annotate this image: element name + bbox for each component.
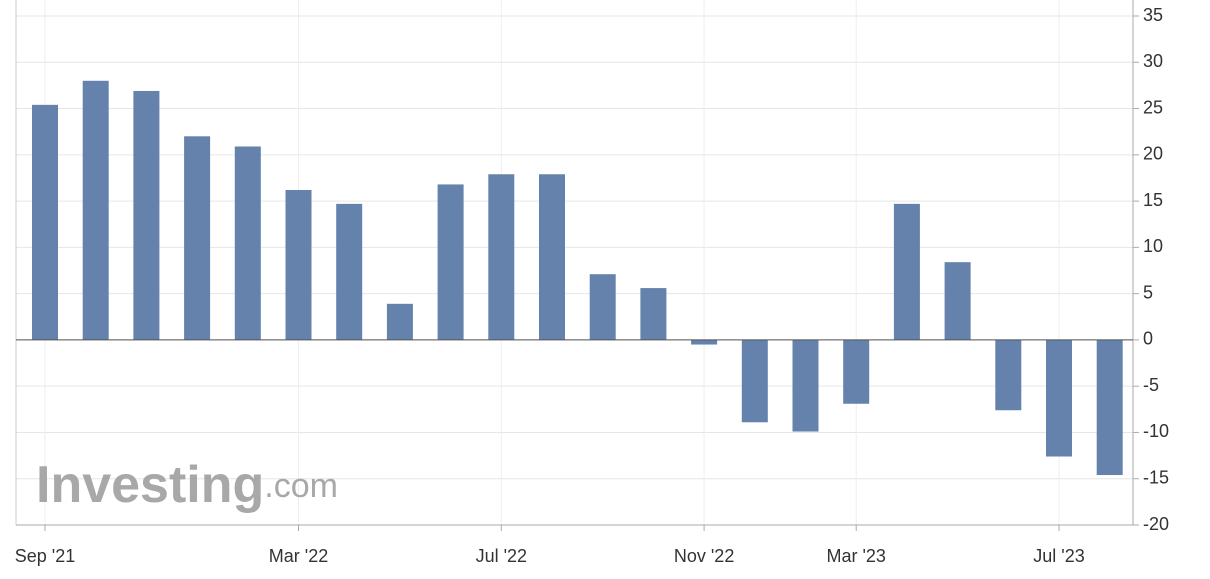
bar [843, 339, 870, 404]
x-tick-label: Mar '22 [269, 546, 328, 566]
bar [893, 203, 920, 340]
bar [184, 136, 211, 340]
y-tick-label: -15 [1143, 467, 1169, 487]
x-tick-label: Jul '23 [1033, 546, 1084, 566]
bar [336, 203, 363, 340]
y-tick-label: 0 [1143, 329, 1153, 349]
y-tick-label: -20 [1143, 514, 1169, 534]
bar [1096, 339, 1123, 476]
y-tick-label: 5 [1143, 282, 1153, 302]
x-tick-label: Nov '22 [674, 546, 734, 566]
watermark-main: Investing [36, 456, 264, 514]
y-tick-label: 25 [1143, 97, 1163, 117]
y-tick-label: 30 [1143, 51, 1163, 71]
bar [1046, 339, 1072, 457]
x-tick-label: Jul '22 [476, 546, 527, 566]
y-tick-label: -5 [1143, 375, 1159, 395]
bar [792, 339, 819, 432]
bar [82, 80, 109, 340]
watermark-suffix: .com [264, 467, 338, 505]
y-tick-label: 35 [1143, 5, 1163, 25]
bar [944, 262, 971, 340]
bar [640, 288, 667, 340]
bar [285, 189, 312, 340]
y-tick-label: 10 [1143, 236, 1163, 256]
bar [691, 339, 718, 345]
bar [32, 104, 58, 340]
bar [488, 174, 515, 340]
bar [386, 303, 413, 340]
y-tick-label: 20 [1143, 144, 1163, 164]
bar [539, 174, 565, 340]
x-tick-label: Sep '21 [15, 546, 76, 566]
watermark: Investing.com [36, 456, 338, 514]
y-tick-label: 15 [1143, 190, 1163, 210]
bar [234, 146, 261, 340]
bar [741, 339, 768, 423]
bar [995, 339, 1022, 411]
bar [437, 184, 464, 340]
bar [589, 274, 616, 340]
y-tick-label: -10 [1143, 421, 1169, 441]
x-tick-label: Mar '23 [826, 546, 885, 566]
bar [133, 90, 160, 340]
